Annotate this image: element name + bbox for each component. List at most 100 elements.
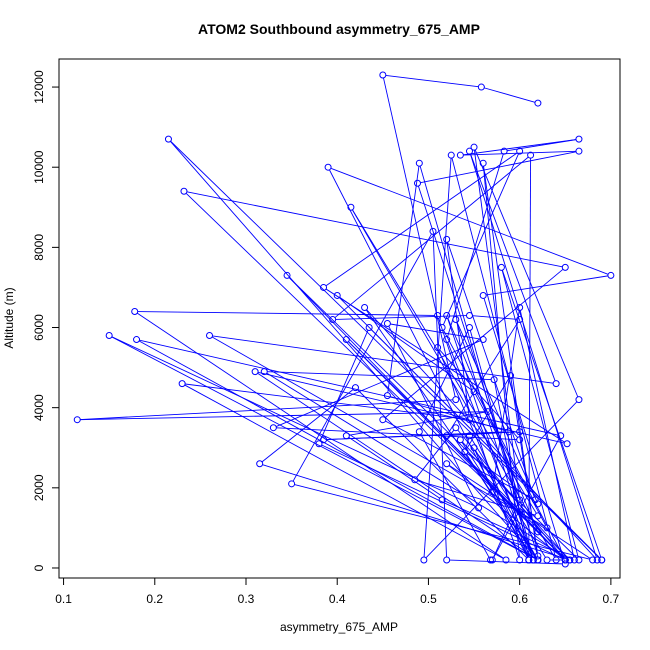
series-segment (388, 325, 478, 506)
data-point (575, 556, 583, 564)
data-point (534, 556, 542, 564)
data-point (488, 556, 496, 564)
data-point (465, 311, 473, 319)
data-point (438, 496, 446, 504)
data-point (452, 316, 460, 324)
series-segment (416, 429, 455, 478)
series-segment (456, 322, 538, 502)
series-segment (447, 242, 535, 498)
x-axis: 0.1 0.2 0.3 0.4 0.5 0.6 0.7 (55, 578, 620, 606)
data-point (164, 135, 172, 143)
data-point (557, 432, 565, 440)
data-point (561, 560, 569, 568)
series-segment (482, 166, 520, 558)
data-point (575, 396, 583, 404)
series-segment (186, 191, 563, 268)
data-point (206, 332, 214, 340)
data-point (529, 556, 537, 564)
data-point (561, 556, 569, 564)
series-segment (275, 340, 481, 427)
series-segment (292, 233, 432, 482)
series-segment (80, 411, 485, 421)
data-point (534, 99, 542, 107)
series-segment (348, 437, 440, 499)
data-point (534, 552, 542, 560)
data-point (534, 528, 542, 536)
data-point (256, 460, 264, 468)
data-point (497, 263, 505, 271)
data-point (320, 283, 328, 291)
series-segment (335, 315, 467, 320)
series-segment (185, 193, 537, 531)
series-segment (170, 141, 537, 559)
data-point (598, 556, 606, 564)
data-point (443, 311, 451, 319)
data-point (288, 480, 296, 488)
data-point (575, 135, 583, 143)
data-point (486, 556, 494, 564)
series-segment (365, 309, 537, 558)
data-point (73, 416, 81, 424)
data-point (443, 235, 451, 243)
data-point (443, 460, 451, 468)
data-point (543, 524, 551, 532)
data-point (379, 416, 387, 424)
series-segment (475, 394, 547, 526)
y-axis-label: Altitude (m) (2, 287, 16, 348)
series-segment (330, 167, 609, 275)
data-point (465, 324, 473, 332)
series-segment (257, 372, 536, 559)
series-segment (442, 153, 519, 325)
series-segment (138, 340, 536, 559)
data-point (505, 428, 513, 436)
series-segment (486, 275, 608, 296)
data-point (178, 380, 186, 388)
series-segment (463, 139, 577, 156)
data-point (413, 179, 421, 187)
data-point (475, 504, 483, 512)
y-tick-label: 6000 (32, 314, 46, 341)
data-point (342, 432, 350, 440)
series-segment (267, 371, 492, 380)
data-point (561, 263, 569, 271)
series-segment (257, 371, 565, 444)
series-segment (139, 339, 558, 436)
series-segment (288, 277, 578, 559)
data-point (443, 556, 451, 564)
data-point (502, 556, 510, 564)
data-point (470, 444, 478, 452)
y-tick-label: 2000 (32, 474, 46, 501)
series-points (73, 71, 615, 568)
series-segment (390, 323, 481, 340)
data-point (516, 556, 524, 564)
series-segment (366, 309, 596, 559)
series-segment (474, 450, 492, 490)
data-point (133, 336, 141, 344)
x-tick-label: 0.2 (146, 592, 163, 606)
data-point (566, 556, 574, 564)
data-point (324, 163, 332, 171)
data-point (516, 428, 524, 436)
series-segment (449, 559, 563, 565)
data-point (531, 496, 539, 504)
series-segment (463, 150, 576, 156)
data-point (447, 151, 455, 159)
series-segment (136, 312, 504, 559)
data-point (516, 147, 524, 155)
series-segment (170, 140, 600, 559)
series-segment (385, 74, 479, 88)
data-point (570, 556, 578, 564)
y-tick-label: 10000 (32, 150, 46, 184)
data-point (434, 344, 442, 352)
y-tick-label: 8000 (32, 234, 46, 261)
series-lines (80, 74, 609, 565)
data-point (479, 159, 487, 167)
y-tick-label: 12000 (32, 70, 46, 104)
series-segment (447, 321, 519, 434)
data-point (516, 303, 524, 311)
data-point (420, 556, 428, 564)
series-segment (339, 297, 600, 559)
series-segment (469, 153, 597, 558)
data-point (593, 556, 601, 564)
